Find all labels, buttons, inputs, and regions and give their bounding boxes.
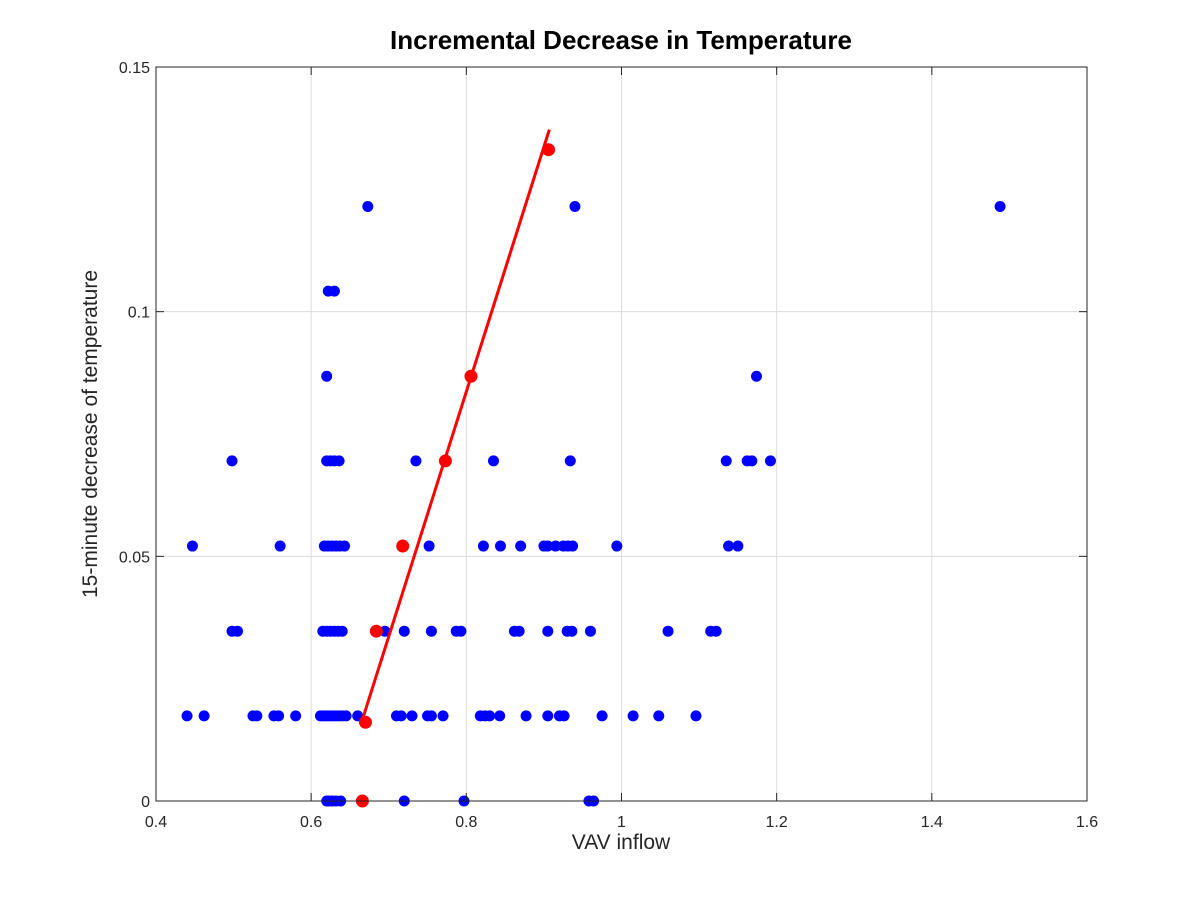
highlight-point: [464, 369, 478, 383]
data-point: [584, 625, 596, 637]
data-point: [662, 625, 674, 637]
y-tick-label: 0: [141, 794, 150, 811]
data-point: [226, 455, 238, 467]
data-point: [542, 540, 554, 552]
x-tick-label: 1.6: [1076, 814, 1098, 831]
data-point: [198, 710, 210, 722]
data-point: [423, 540, 435, 552]
data-point: [520, 710, 532, 722]
data-point: [567, 540, 579, 552]
y-axis-label: 15-minute decrease of temperature: [79, 270, 102, 598]
data-point: [455, 625, 467, 637]
data-point: [410, 455, 422, 467]
y-tick-label: 0.15: [119, 60, 150, 77]
data-point: [542, 625, 554, 637]
data-point: [627, 710, 639, 722]
data-point: [274, 540, 286, 552]
data-point: [477, 540, 489, 552]
data-point: [273, 710, 285, 722]
data-point: [558, 710, 570, 722]
data-point: [321, 370, 333, 382]
data-point: [746, 455, 758, 467]
highlight-point: [542, 143, 556, 157]
x-tick-label: 0.4: [145, 814, 167, 831]
data-point: [723, 540, 735, 552]
grid-lines: [156, 67, 1087, 801]
data-point: [542, 710, 554, 722]
data-point: [611, 540, 623, 552]
data-point: [720, 455, 732, 467]
axes-box: [155, 66, 1088, 802]
axes: [155, 66, 1088, 802]
data-point: [484, 710, 496, 722]
chart-title: Incremental Decrease in Temperature: [390, 25, 852, 55]
data-point: [251, 710, 263, 722]
x-tick-labels: 0.4 0.6 0.8 1 1.2 1.4 1.6: [145, 814, 1098, 831]
data-point: [750, 370, 762, 382]
data-point: [515, 540, 527, 552]
data-point: [566, 625, 578, 637]
data-point: [994, 200, 1006, 212]
data-point: [487, 455, 499, 467]
data-point: [340, 710, 352, 722]
data-point: [596, 710, 608, 722]
highlight-point: [369, 624, 383, 638]
x-tick-label: 1.4: [921, 814, 943, 831]
highlight-point: [358, 715, 372, 729]
y-tick-label: 0.1: [128, 305, 150, 322]
x-axis-label: VAV inflow: [572, 831, 671, 854]
y-tick-label: 0.05: [119, 549, 150, 566]
x-tick-label: 0.8: [455, 814, 477, 831]
data-point: [653, 710, 665, 722]
data-point: [494, 540, 506, 552]
x-tick-label: 1: [617, 814, 626, 831]
data-point: [690, 710, 702, 722]
data-point: [732, 540, 744, 552]
data-point: [362, 200, 374, 212]
data-point: [395, 710, 407, 722]
data-point: [425, 625, 437, 637]
data-point: [494, 710, 506, 722]
data-point: [437, 710, 449, 722]
x-tick-label: 0.6: [300, 814, 322, 831]
y-tick-labels: 0 0.05 0.1 0.15: [119, 60, 150, 811]
highlight-point: [438, 454, 452, 468]
x-tick-label: 1.2: [766, 814, 788, 831]
data-point: [406, 710, 418, 722]
fit-line: [360, 129, 551, 723]
data-point: [333, 455, 345, 467]
data-point: [764, 455, 776, 467]
data-point: [550, 540, 562, 552]
data-point: [513, 625, 525, 637]
highlight-point: [396, 539, 410, 553]
data-point: [569, 200, 581, 212]
data-point: [231, 625, 243, 637]
data-point: [336, 625, 348, 637]
data-point: [339, 540, 351, 552]
data-point: [181, 710, 193, 722]
data-point: [564, 455, 576, 467]
data-point: [398, 625, 410, 637]
data-points: [181, 129, 1006, 808]
data-point: [290, 710, 302, 722]
data-point: [328, 285, 340, 297]
data-point: [710, 625, 722, 637]
data-point: [186, 540, 198, 552]
data-point: [425, 710, 437, 722]
